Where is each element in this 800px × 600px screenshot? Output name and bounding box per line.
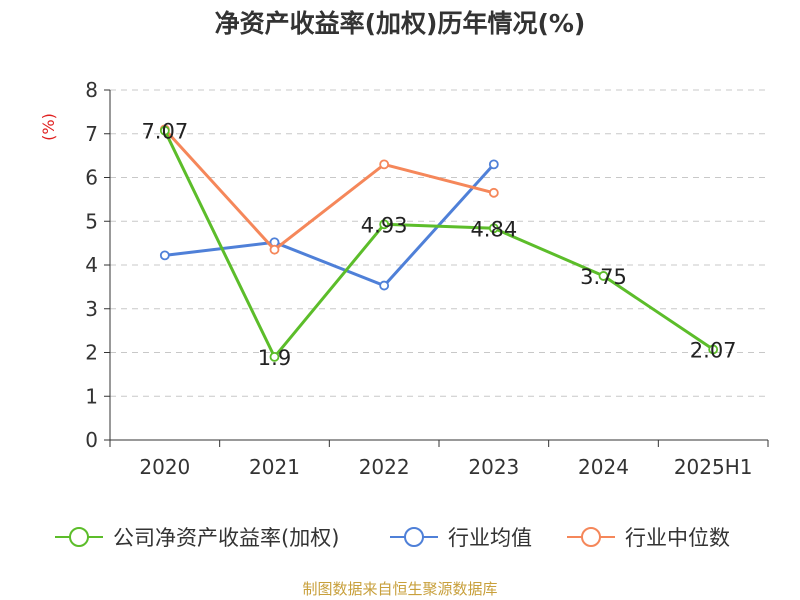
x-tick-label: 2020 (139, 455, 190, 479)
data-point-1 (488, 159, 499, 170)
y-tick-label: 1 (85, 384, 98, 408)
x-tick-label: 2021 (249, 455, 300, 479)
data-point-1 (379, 280, 390, 291)
legend-marker (581, 527, 601, 547)
data-point-0 (269, 351, 280, 362)
data-point-0 (379, 219, 390, 230)
legend-marker (69, 527, 89, 547)
legend-label: 行业中位数 (625, 526, 730, 550)
data-point-1 (159, 250, 170, 261)
chart-title: 净资产收益率(加权)历年情况(%) (214, 9, 586, 38)
data-label: 2.07 (690, 338, 737, 362)
data-label: 3.75 (580, 265, 627, 289)
source-note: 制图数据来自恒生聚源数据库 (302, 580, 498, 598)
data-point-0 (488, 223, 499, 234)
y-tick-label: 2 (85, 341, 98, 365)
legend-marker (404, 527, 424, 547)
y-tick-label: 5 (85, 209, 98, 233)
series-line-0 (163, 130, 715, 359)
legend-label: 行业均值 (448, 526, 532, 550)
series-line-2 (163, 128, 495, 252)
x-tick-label: 2023 (468, 455, 519, 479)
x-tick-label: 2025H1 (674, 455, 753, 479)
y-axis-label: (%) (39, 113, 58, 141)
data-point-2 (269, 244, 280, 255)
data-label: 4.93 (361, 213, 408, 237)
y-tick-label: 7 (85, 122, 98, 146)
y-tick-label: 3 (85, 297, 98, 321)
y-tick-label: 8 (85, 78, 98, 102)
legend-label: 公司净资产收益率(加权) (113, 526, 339, 550)
data-label: 4.84 (470, 217, 517, 241)
data-label: 1.9 (258, 346, 291, 370)
y-tick-label: 6 (85, 166, 98, 190)
y-tick-label: 0 (85, 428, 98, 452)
x-tick-label: 2022 (359, 455, 410, 479)
data-label: 7.07 (141, 120, 188, 144)
data-point-2 (488, 187, 499, 198)
data-point-2 (379, 159, 390, 170)
data-point-0 (708, 344, 719, 355)
data-point-0 (598, 271, 609, 281)
y-tick-label: 4 (85, 253, 98, 277)
data-point-0 (159, 125, 170, 136)
x-tick-label: 2024 (578, 455, 629, 479)
